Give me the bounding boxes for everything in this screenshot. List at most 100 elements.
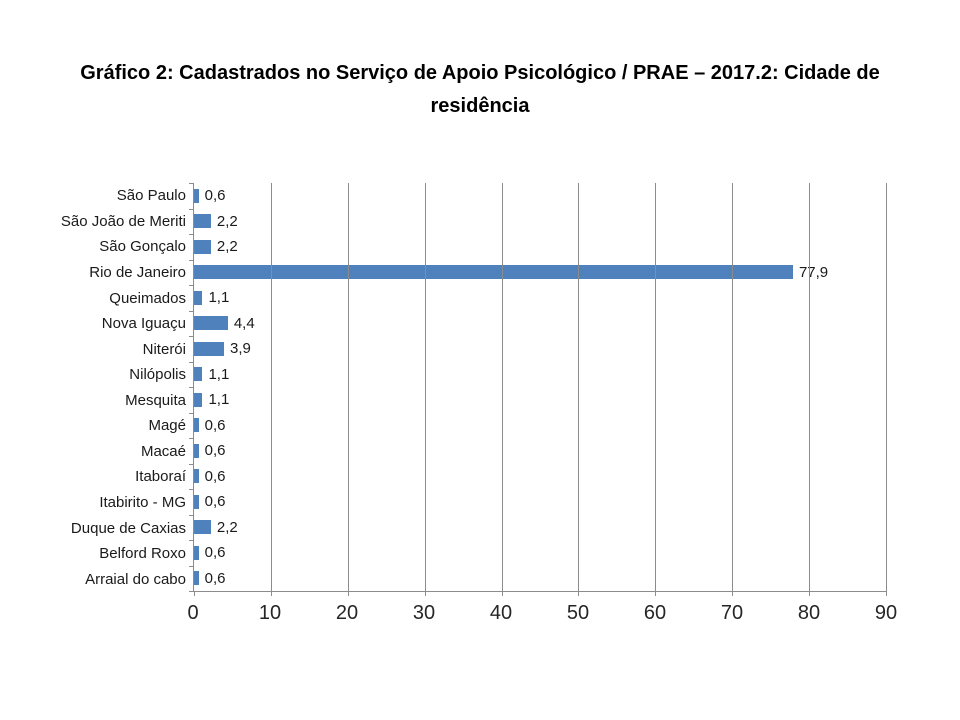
- y-axis-tick: [189, 234, 194, 235]
- bar-row: 0,6: [194, 540, 886, 566]
- bar: [194, 341, 224, 356]
- chart-title-line2: residência: [430, 95, 530, 117]
- x-axis-tick: [270, 591, 272, 596]
- gridline: [809, 183, 811, 591]
- category-label: Magé: [148, 417, 186, 435]
- category-label: Itaboraí: [135, 468, 186, 486]
- x-axis-tick: [347, 591, 349, 596]
- gridline: [655, 183, 657, 591]
- x-axis-tick-label: 20: [335, 602, 359, 624]
- bar-row: 0,6: [194, 464, 886, 490]
- category-label: Macaé: [140, 442, 186, 460]
- value-label: 0,6: [204, 544, 226, 562]
- bar: [194, 418, 199, 433]
- bar: [194, 469, 199, 484]
- y-axis-tick: [189, 438, 194, 439]
- y-axis-tick: [189, 285, 194, 286]
- value-label: 2,2: [216, 518, 238, 536]
- x-axis-tick-label: 70: [720, 602, 744, 624]
- bar: [194, 290, 203, 305]
- value-label: 4,4: [233, 314, 255, 332]
- bar-row: 2,2: [194, 234, 886, 260]
- y-axis-tick: [189, 259, 194, 261]
- y-axis-tick: [189, 540, 194, 541]
- value-label: 0,6: [204, 416, 226, 434]
- chart-title-line1: Gráfico 2: Cadastrados no Serviço de Apo…: [80, 62, 880, 84]
- x-axis-tick-label: 90: [874, 602, 898, 624]
- x-axis-tick-label: 0: [187, 602, 199, 624]
- bar: [194, 392, 203, 407]
- bar-row: 1,1: [194, 362, 886, 388]
- bar-row: 0,6: [194, 566, 886, 592]
- bar: [194, 545, 199, 560]
- value-label: 1,1: [208, 289, 230, 307]
- value-label: 0,6: [204, 442, 226, 460]
- x-axis-tick-label: 60: [643, 602, 667, 624]
- value-label: 0,6: [204, 467, 226, 485]
- gridline: [501, 183, 503, 591]
- y-axis-tick: [189, 565, 194, 567]
- bar-row: 2,2: [194, 209, 886, 235]
- value-label: 3,9: [229, 340, 251, 358]
- bar-row: 0,6: [194, 438, 886, 464]
- category-label: São João de Meriti: [60, 212, 186, 230]
- bar: [194, 214, 211, 229]
- y-axis-tick: [189, 208, 194, 210]
- y-axis-tick: [189, 361, 194, 363]
- bar-row: 1,1: [194, 387, 886, 413]
- bar: [194, 443, 199, 458]
- category-label: Niterói: [142, 340, 186, 358]
- y-axis-tick: [189, 183, 194, 184]
- bar-row: 0,6: [194, 183, 886, 209]
- gridline: [886, 183, 887, 591]
- gridline: [732, 183, 734, 591]
- category-label: Mesquita: [125, 391, 186, 409]
- x-axis-tick-label: 10: [258, 602, 282, 624]
- bar-row: 2,2: [194, 515, 886, 541]
- bar-series: 0,6 2,2 2,2 77,9 1,1 4,4 3,9 1,1 1,1 0,6 0,6 0,6 0,6…: [194, 183, 886, 591]
- bar: [194, 188, 199, 203]
- bar-row: 4,4: [194, 311, 886, 337]
- value-label: 0,6: [204, 187, 226, 205]
- category-label: Nova Iguaçu: [101, 315, 186, 333]
- value-label: 2,2: [216, 238, 238, 256]
- category-axis-labels: São Paulo São João de Meriti São Gonçalo Ri…: [0, 183, 186, 592]
- x-axis-tick: [732, 591, 734, 596]
- x-axis-tick: [578, 591, 580, 596]
- category-label: Belford Roxo: [99, 545, 186, 563]
- bar: [194, 367, 203, 382]
- bar: [194, 265, 793, 280]
- value-axis-labels: 0 10 20 30 40 50 60 70 80 90: [187, 602, 897, 632]
- category-label: São Paulo: [116, 187, 186, 205]
- category-label: Duque de Caxias: [70, 519, 186, 537]
- value-label: 77,9: [798, 263, 829, 281]
- bar: [194, 520, 211, 535]
- y-axis-tick: [189, 489, 194, 490]
- value-label: 0,6: [204, 569, 226, 587]
- bar-row: 77,9: [194, 260, 886, 286]
- category-label: Itabirito - MG: [99, 494, 186, 512]
- category-label: São Gonçalo: [99, 238, 186, 256]
- x-axis-tick: [501, 591, 503, 596]
- bar: [194, 239, 211, 254]
- bar-row: 1,1: [194, 285, 886, 311]
- category-label: Arraial do cabo: [85, 570, 186, 588]
- category-label: Queimados: [109, 289, 186, 307]
- x-axis-tick: [809, 591, 811, 596]
- value-label: 0,6: [204, 493, 226, 511]
- gridline: [347, 183, 349, 591]
- value-label: 1,1: [208, 365, 230, 383]
- gridline: [578, 183, 580, 591]
- bar: [194, 494, 199, 509]
- category-label: Rio de Janeiro: [89, 263, 186, 281]
- plot-area: 0,6 2,2 2,2 77,9 1,1 4,4 3,9 1,1 1,1 0,6 0,6 0,6 0,6…: [189, 183, 887, 596]
- y-axis-tick: [189, 463, 194, 465]
- y-axis-tick: [189, 387, 194, 388]
- bar-row: 0,6: [194, 413, 886, 439]
- y-axis-tick: [189, 310, 194, 312]
- bar-row: 3,9: [194, 336, 886, 362]
- x-axis-tick-label: 50: [566, 602, 590, 624]
- y-axis-tick: [189, 591, 194, 592]
- x-axis-tick-label: 30: [412, 602, 436, 624]
